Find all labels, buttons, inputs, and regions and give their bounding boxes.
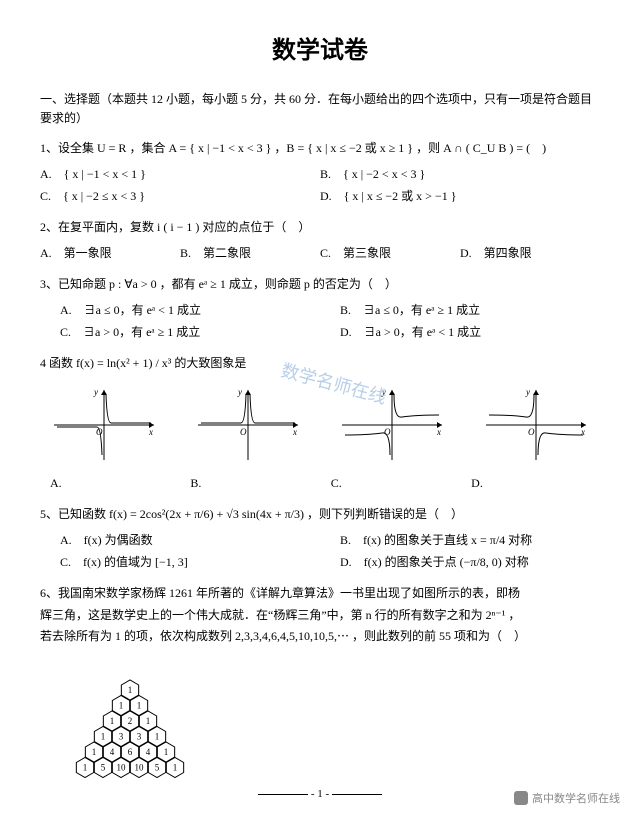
q5-opt-d: D. f(x) 的图象关于点 (−π/8, 0) 对称 (320, 552, 600, 574)
svg-text:5: 5 (155, 762, 160, 772)
svg-text:1: 1 (128, 685, 133, 695)
svg-text:2: 2 (128, 716, 133, 726)
svg-text:1: 1 (83, 762, 88, 772)
q3-opt-a: A. ∃a ≤ 0，有 eᵃ < 1 成立 (40, 300, 320, 322)
question-6: 6、我国南宋数学家杨辉 1261 年所著的《详解九章算法》一书里出现了如图所示的… (40, 583, 600, 648)
pascal-triangle: 11112113311464115101051 (40, 678, 600, 798)
q2-opt-c: C. 第三象限 (320, 243, 460, 265)
q5-opt-c: C. f(x) 的值域为 [−1, 3] (40, 552, 320, 574)
q6-line1: 6、我国南宋数学家杨辉 1261 年所著的《详解九章算法》一书里出现了如图所示的… (40, 583, 600, 605)
svg-text:1: 1 (146, 716, 151, 726)
question-5: 5、已知函数 f(x) = 2cos²(2x + π/6) + √3 sin(4… (40, 504, 600, 573)
q1-opt-d: D. { x | x ≤ −2 或 x > −1 } (320, 186, 600, 208)
svg-text:x: x (580, 427, 585, 437)
svg-text:6: 6 (128, 747, 133, 757)
chart-b: x y O (184, 385, 313, 465)
q1-opt-a: A. { x | −1 < x < 1 } (40, 164, 320, 186)
q3-opt-c: C. ∃a > 0，有 eᵃ ≥ 1 成立 (40, 322, 320, 344)
svg-text:y: y (93, 387, 98, 397)
svg-text:10: 10 (135, 762, 145, 772)
q3-opt-d: D. ∃a > 0，有 eᵃ < 1 成立 (320, 322, 600, 344)
chart-row: x y O x y O x y O (40, 385, 600, 465)
q3-opt-b: B. ∃a ≤ 0，有 eᵃ ≥ 1 成立 (320, 300, 600, 322)
q5-stem: 5、已知函数 f(x) = 2cos²(2x + π/6) + √3 sin(4… (40, 504, 600, 526)
svg-text:x: x (292, 427, 297, 437)
svg-text:4: 4 (146, 747, 151, 757)
credit-line: 高中数学名师在线 (514, 790, 620, 806)
question-2: 2、在复平面内，复数 i ( i − 1 ) 对应的点位于（ ） A. 第一象限… (40, 217, 600, 264)
svg-text:x: x (436, 427, 441, 437)
svg-text:1: 1 (164, 747, 169, 757)
svg-text:O: O (240, 427, 247, 437)
svg-text:3: 3 (137, 731, 142, 741)
chart-a: xyO (40, 385, 169, 465)
q2-opt-b: B. 第二象限 (180, 243, 320, 265)
svg-text:5: 5 (101, 762, 106, 772)
q4-label-a: A. (40, 473, 179, 495)
q2-opt-d: D. 第四象限 (460, 243, 600, 265)
q4-label-d: D. (461, 473, 600, 495)
svg-text:y: y (237, 387, 242, 397)
q4-label-c: C. (321, 473, 460, 495)
svg-text:O: O (528, 427, 535, 437)
q2-opt-a: A. 第一象限 (40, 243, 180, 265)
svg-text:x: x (148, 427, 153, 437)
svg-text:3: 3 (119, 731, 124, 741)
q5-opt-b: B. f(x) 的图象关于直线 x = π/4 对称 (320, 530, 600, 552)
q1-stem: 1、设全集 U = R ，集合 A = { x | −1 < x < 3 } ，… (40, 138, 600, 160)
chart-c: xyO (327, 385, 456, 465)
q4-label-b: B. (180, 473, 319, 495)
q4-stem: 4 函数 f(x) = ln(x² + 1) / x³ 的大致图象是 (40, 353, 600, 375)
svg-text:1: 1 (173, 762, 178, 772)
svg-text:y: y (525, 387, 530, 397)
credit-text: 高中数学名师在线 (532, 790, 620, 806)
question-4: 4 函数 f(x) = ln(x² + 1) / x³ 的大致图象是 x y O x… (40, 353, 600, 494)
q5-opt-a: A. f(x) 为偶函数 (40, 530, 320, 552)
wechat-icon (514, 791, 528, 805)
q3-stem: 3、已知命题 p : ∀a > 0 ，都有 eᵃ ≥ 1 成立，则命题 p 的否… (40, 274, 600, 296)
q6-line2: 辉三角，这是数学史上的一个伟大成就．在“杨辉三角”中，第 n 行的所有数字之和为… (40, 605, 600, 627)
svg-text:10: 10 (117, 762, 127, 772)
page-title: 数学试卷 (40, 30, 600, 65)
svg-text:1: 1 (92, 747, 97, 757)
q2-stem: 2、在复平面内，复数 i ( i − 1 ) 对应的点位于（ ） (40, 217, 600, 239)
svg-text:1: 1 (101, 731, 106, 741)
svg-text:y: y (381, 387, 386, 397)
svg-text:1: 1 (155, 731, 160, 741)
q6-line3: 若去除所有为 1 的项，依次构成数列 2,3,3,4,6,4,5,10,10,5… (40, 626, 600, 648)
section-heading: 一、选择题（本题共 12 小题，每小题 5 分，共 60 分．在每小题给出的四个… (40, 90, 600, 128)
q1-opt-c: C. { x | −2 ≤ x < 3 } (40, 186, 320, 208)
q1-opt-b: B. { x | −2 < x < 3 } (320, 164, 600, 186)
page-number: - 1 - (311, 788, 329, 800)
svg-text:4: 4 (110, 747, 115, 757)
svg-text:1: 1 (137, 700, 142, 710)
svg-text:1: 1 (119, 700, 124, 710)
question-1: 1、设全集 U = R ，集合 A = { x | −1 < x < 3 } ，… (40, 138, 600, 207)
chart-d: x y O (471, 385, 600, 465)
question-3: 3、已知命题 p : ∀a > 0 ，都有 eᵃ ≥ 1 成立，则命题 p 的否… (40, 274, 600, 343)
svg-text:1: 1 (110, 716, 115, 726)
